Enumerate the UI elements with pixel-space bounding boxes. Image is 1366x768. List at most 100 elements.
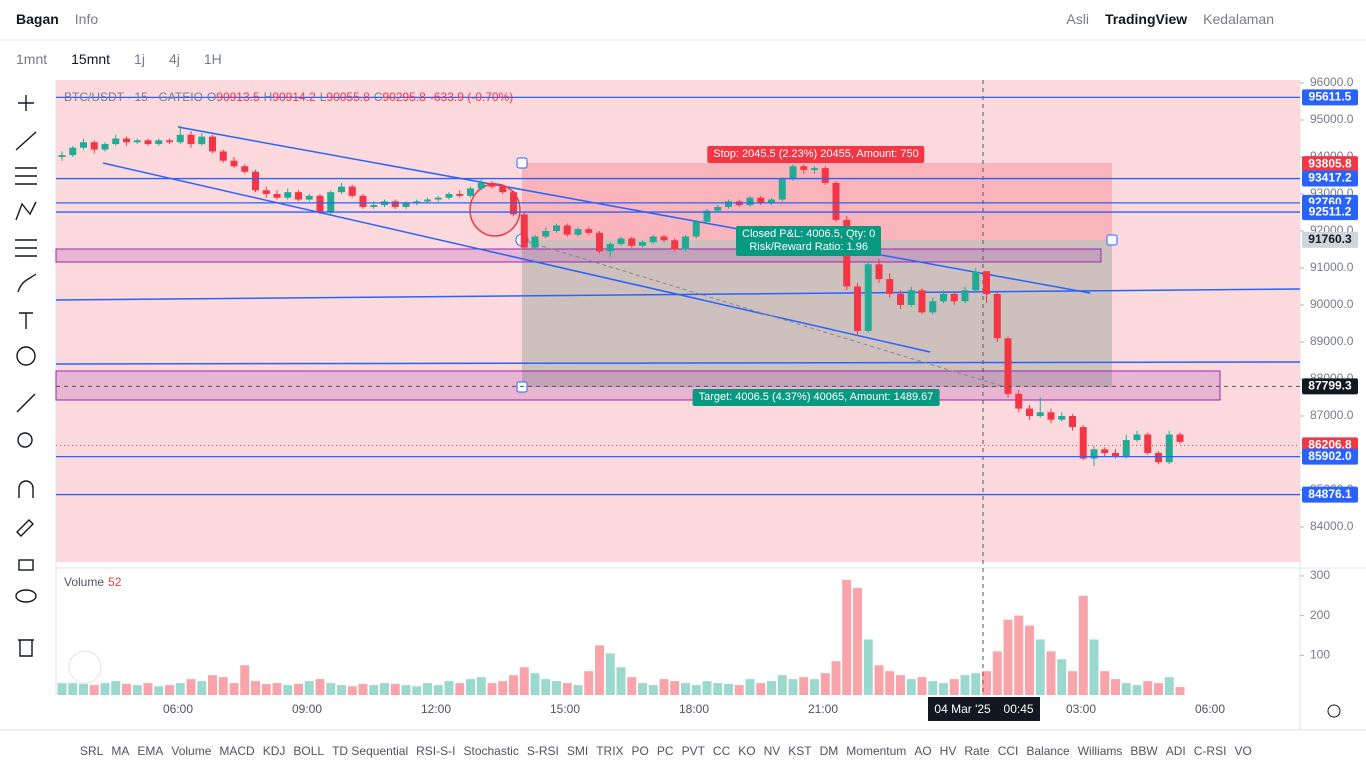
price-tag-label: 93417.2: [1308, 171, 1352, 185]
indicator[interactable]: BOLL: [293, 744, 325, 758]
change: -633.9 (-0.70%): [429, 90, 514, 104]
interval[interactable]: 15mnt: [71, 51, 111, 67]
fib-tool[interactable]: [15, 167, 37, 185]
candle: [811, 166, 818, 174]
candle-body: [295, 192, 302, 200]
candle: [295, 190, 302, 202]
tab[interactable]: Bagan: [16, 11, 59, 27]
indicator[interactable]: HV: [939, 744, 957, 758]
candle: [69, 145, 77, 157]
indicator[interactable]: Momentum: [846, 744, 907, 758]
volume-bar: [208, 675, 217, 695]
indicator[interactable]: KO: [738, 744, 756, 758]
volume-bar: [423, 683, 432, 695]
view[interactable]: Asli: [1066, 11, 1089, 27]
zoom-tool[interactable]: [17, 432, 33, 448]
volume-bar: [261, 683, 271, 695]
indicator[interactable]: PO: [631, 744, 649, 758]
indicator[interactable]: CC: [712, 744, 731, 758]
indicator[interactable]: Rate: [964, 744, 990, 758]
interval[interactable]: 1mnt: [16, 51, 48, 67]
indicator[interactable]: TRIX: [596, 744, 624, 758]
indicator[interactable]: BBW: [1130, 744, 1158, 758]
indicator[interactable]: PC: [656, 744, 674, 758]
candle-body: [542, 230, 550, 237]
candle: [1133, 430, 1141, 442]
candle: [757, 195, 765, 206]
indicator[interactable]: ADI: [1165, 744, 1186, 758]
emoji-tool[interactable]: [16, 346, 36, 366]
indicator[interactable]: CCI: [997, 744, 1019, 758]
volume-bar: [949, 679, 959, 695]
volume-bar: [401, 685, 411, 695]
view[interactable]: TradingView: [1104, 11, 1188, 27]
indicator[interactable]: Volume: [171, 744, 212, 758]
indicator[interactable]: Balance: [1026, 744, 1070, 758]
candle: [768, 197, 775, 206]
indicator[interactable]: KDJ: [262, 744, 286, 758]
handle[interactable]: [1106, 234, 1118, 246]
candle-body: [961, 290, 969, 302]
ohlc-value: 90913.5: [216, 90, 260, 104]
cross-tool[interactable]: [18, 95, 34, 111]
prediction-tool[interactable]: [15, 239, 37, 257]
volume-bar: [304, 681, 314, 695]
interval[interactable]: 1H: [203, 51, 222, 67]
volume-bar: [1089, 639, 1099, 695]
candle: [359, 193, 367, 209]
candle-body: [1058, 415, 1066, 420]
indicator[interactable]: EMA: [137, 744, 164, 758]
line-tool[interactable]: [15, 131, 37, 151]
volume-bar: [1025, 625, 1034, 695]
candle: [961, 286, 969, 304]
trash-tool[interactable]: [18, 639, 34, 657]
candle-body: [789, 166, 797, 180]
candle-body: [574, 229, 582, 235]
indicator[interactable]: VO: [1234, 744, 1252, 758]
indicator[interactable]: TD Sequential: [332, 744, 409, 758]
eye-tool[interactable]: [15, 589, 37, 603]
magnet-tool[interactable]: [18, 480, 34, 498]
indicator[interactable]: MA: [111, 744, 130, 758]
indicator[interactable]: SMI: [566, 744, 589, 758]
price-tag: [1302, 486, 1358, 503]
indicator[interactable]: Stochastic: [463, 744, 519, 758]
candle-body: [80, 142, 87, 148]
indicator[interactable]: C-RSI: [1193, 744, 1227, 758]
indicator[interactable]: AO: [914, 744, 932, 758]
candle-body: [499, 186, 507, 193]
trend-line: [55, 288, 1301, 301]
candle-body: [155, 140, 163, 145]
interval[interactable]: 4j: [168, 51, 180, 67]
indicator[interactable]: SRL: [80, 744, 104, 758]
indicator[interactable]: KST: [788, 744, 812, 758]
indicator[interactable]: NV: [763, 744, 781, 758]
indicator[interactable]: S-RSI: [526, 744, 559, 758]
interval[interactable]: 1j: [134, 51, 145, 67]
lock-tool[interactable]: [18, 559, 34, 571]
tab[interactable]: Info: [74, 11, 99, 27]
text-tool[interactable]: [19, 312, 33, 329]
trend-line: [177, 126, 1091, 294]
price-tag: [1302, 448, 1358, 465]
indicator[interactable]: RSI-S-I: [416, 744, 456, 758]
handle[interactable]: [516, 157, 528, 169]
indicator[interactable]: Williams: [1077, 744, 1123, 758]
trend-line: [55, 361, 1301, 365]
settings-icon[interactable]: [1327, 704, 1341, 718]
volume-bar: [1014, 615, 1024, 695]
candle-body: [746, 197, 754, 206]
indicator[interactable]: PVT: [681, 744, 705, 758]
brush-tool[interactable]: [17, 273, 37, 293]
pattern-tool[interactable]: [15, 201, 37, 221]
indicator[interactable]: DM: [819, 744, 839, 758]
volume-bar: [853, 587, 862, 695]
ruler-tool[interactable]: [16, 393, 36, 413]
volume-bar: [1175, 687, 1185, 695]
handle[interactable]: [516, 381, 528, 393]
indicator[interactable]: MACD: [219, 744, 255, 758]
candle-body: [69, 147, 77, 156]
view[interactable]: Kedalaman: [1203, 11, 1274, 27]
pencil-tool[interactable]: [16, 519, 34, 537]
candle: [252, 169, 259, 193]
